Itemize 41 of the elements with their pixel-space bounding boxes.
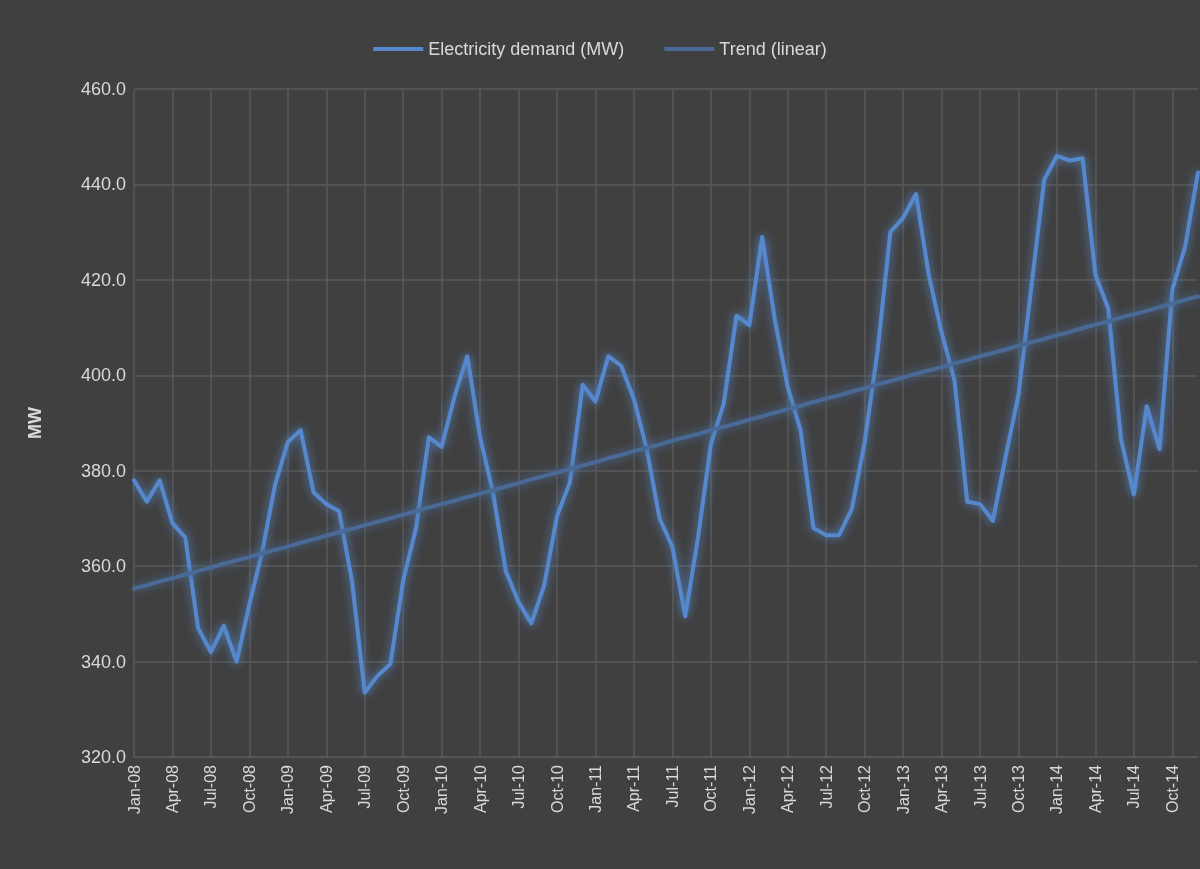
x-tick-label: Jan-08 [125,764,143,814]
x-tick-label: Apr-13 [933,764,951,814]
x-tick-label: Apr-09 [317,764,335,814]
x-tick-label: Jan-11 [586,764,604,813]
y-axis-title: MW [25,407,45,439]
x-tick-label: Jan-13 [894,764,912,814]
x-tick-label: Oct-12 [856,764,874,814]
x-tick-label: Apr-10 [471,764,489,814]
x-tick-label: Oct-14 [1163,764,1181,814]
x-tick-label: Jul-09 [356,764,374,809]
y-tick-label: 400.0 [80,365,126,386]
x-tick-label: Jul-14 [1125,764,1143,809]
x-tick-label: Apr-08 [163,764,181,814]
x-tick-label: Oct-09 [394,764,412,814]
legend-label: Trend (linear) [719,39,827,59]
x-tick-label: Apr-12 [779,764,797,814]
x-tick-label: Jul-12 [817,764,835,809]
y-tick-label: 440.0 [80,174,126,195]
x-tick-label: Oct-08 [240,764,258,814]
y-tick-label: 420.0 [80,269,126,290]
x-tick-label: Jul-11 [663,764,681,808]
line-series [132,153,1200,695]
x-tick-label: Jan-14 [1048,764,1066,814]
x-tick-label: Oct-13 [1010,764,1028,814]
y-tick-label: 380.0 [80,460,126,481]
x-tick-label: Jan-10 [433,764,451,814]
line-series [132,294,1200,591]
x-tick-label: Jul-08 [202,764,220,809]
y-tick-label: 460.0 [80,79,126,99]
y-tick-label: 360.0 [80,556,126,577]
y-tick-label: 340.0 [80,651,126,672]
legend-label: Electricity demand (MW) [428,39,625,59]
x-tick-label: Jan-12 [740,764,758,814]
x-tick-label: Apr-11 [625,764,643,812]
x-tick-label: Jan-09 [279,764,297,814]
x-tick-label: Oct-10 [548,764,566,814]
x-tick-label: Jul-10 [510,764,528,809]
x-tick-label: Oct-11 [702,764,720,812]
x-tick-label: Jul-13 [971,764,989,809]
x-tick-label: Apr-14 [1086,764,1104,814]
y-tick-label: 320.0 [80,747,126,767]
